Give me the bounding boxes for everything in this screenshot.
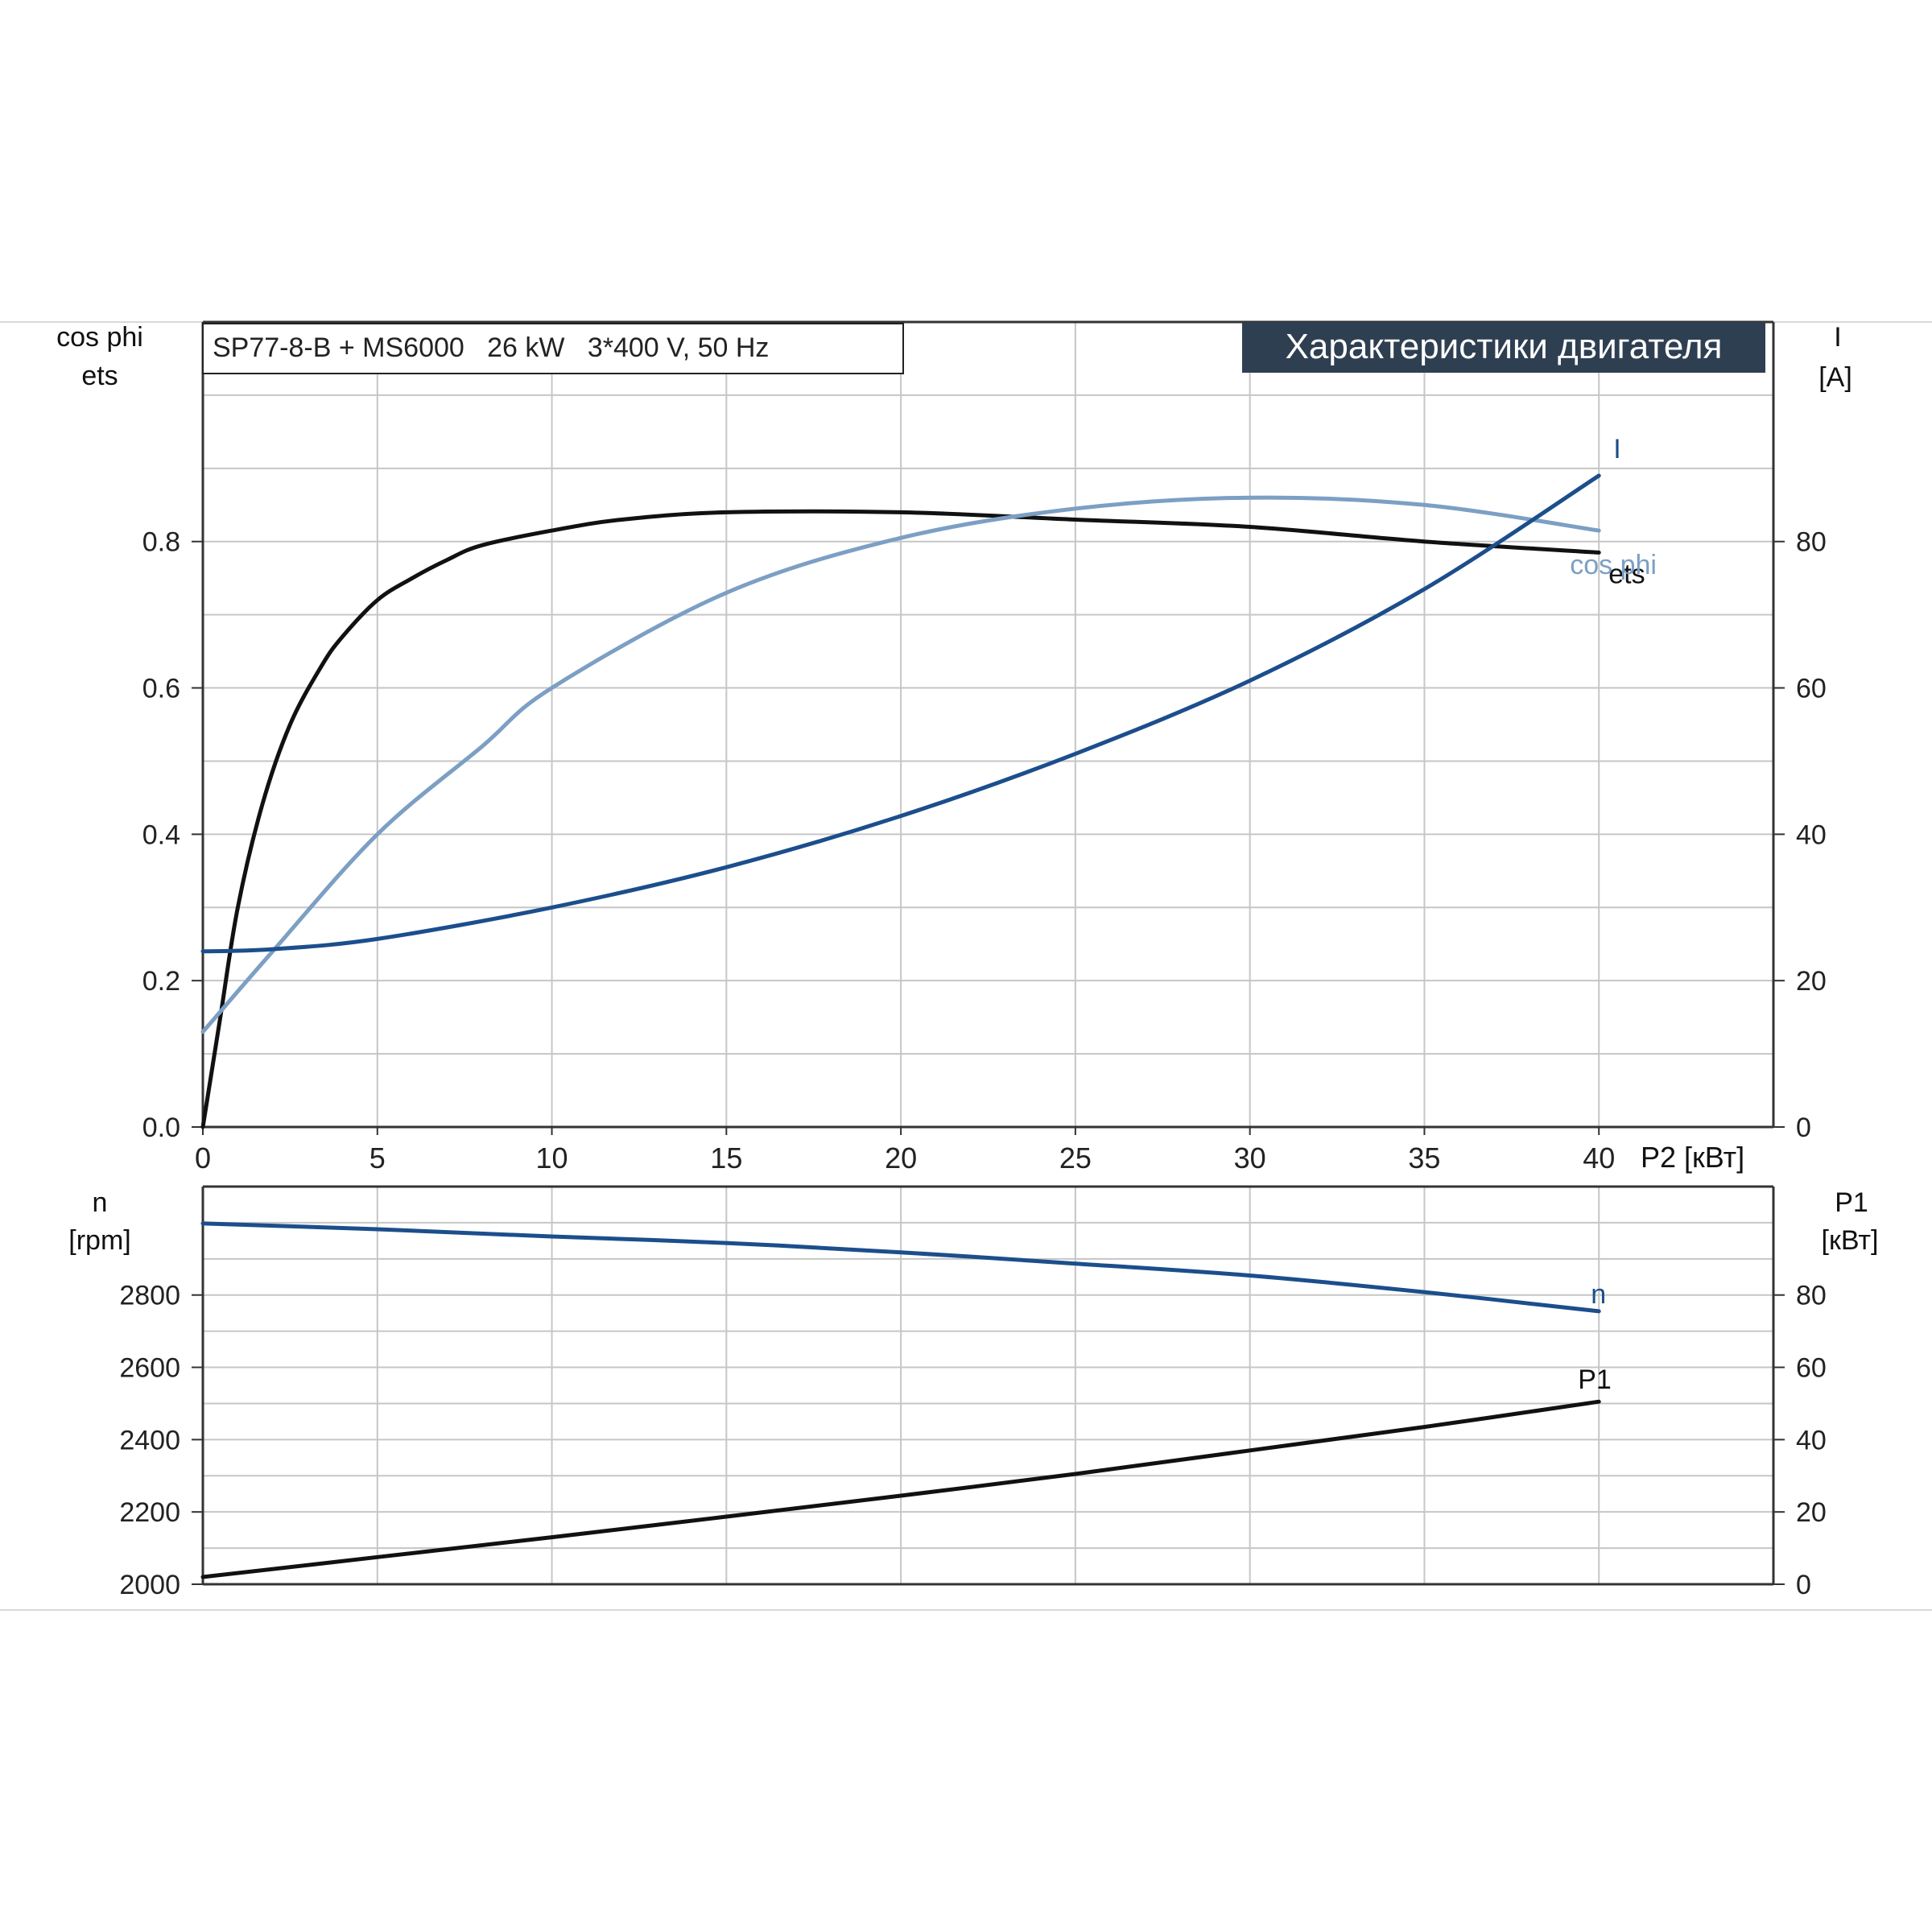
x-tick-label: 20 <box>885 1141 917 1174</box>
y-tick-label-right: 0 <box>1796 1113 1811 1143</box>
x-tick-label: 15 <box>710 1141 742 1174</box>
bottom-ticks: 2000 2200 2400 2600 2800 0 20 40 60 80 <box>119 1281 1826 1600</box>
series-line-p1 <box>200 1399 1601 1579</box>
top-ticks: 0.0 0.2 0.4 0.6 0.8 0 20 40 60 80 0 5 10 15 20 25 30 35 40 <box>142 527 1827 1174</box>
left-axis-label-cosphi: cos phi <box>56 322 143 353</box>
title-box <box>1242 322 1765 373</box>
bottom-panel: 2000 2200 2400 2600 2800 0 20 40 60 80 n P1 n [rpm… <box>68 1185 1879 1600</box>
x-tick-label: 35 <box>1408 1141 1440 1174</box>
bottom-series: n P1 <box>200 1221 1612 1579</box>
x-tick-label: 10 <box>536 1141 568 1174</box>
chart-subtitle: SP77-8-B + MS6000 26 kW 3*400 V, 50 Hz <box>213 332 769 363</box>
top-axes <box>201 320 1775 1129</box>
series-label-i: I <box>1613 434 1620 464</box>
y-tick-label-right: 20 <box>1796 1497 1827 1528</box>
y-tick-label-left: 2600 <box>119 1353 180 1384</box>
series-line-i <box>200 473 1601 954</box>
y-tick-label-left: 0.4 <box>142 819 180 850</box>
x-tick-label: 25 <box>1059 1141 1092 1174</box>
bottom-grid <box>202 1186 1774 1585</box>
x-tick-label: 5 <box>369 1141 386 1174</box>
series-line-n <box>200 1221 1601 1314</box>
chart-title: Характеристики двигателя <box>1286 327 1723 366</box>
y-tick-label-left: 2000 <box>119 1570 180 1600</box>
right-axis-label-current: I <box>1834 322 1841 353</box>
y-tick-label-left: 0.8 <box>142 527 180 558</box>
bottom-right-axis-label-unit: [кВт] <box>1822 1225 1879 1256</box>
bottom-axes <box>201 1185 1775 1586</box>
y-tick-label-right: 60 <box>1796 674 1827 704</box>
y-tick-label-left: 2200 <box>119 1497 180 1528</box>
bottom-left-axis-label-unit: [rpm] <box>68 1225 130 1256</box>
series-label-ets: ets <box>1608 559 1645 589</box>
top-panel: 0.0 0.2 0.4 0.6 0.8 0 20 40 60 80 0 5 10 15 20 25 30 35 40… <box>56 320 1852 1174</box>
bottom-right-axis-label-p1: P1 <box>1835 1187 1868 1218</box>
x-axis-label: P2 [кВт] <box>1641 1141 1744 1174</box>
y-tick-label-right: 40 <box>1796 1425 1827 1455</box>
y-tick-label-right: 60 <box>1796 1353 1827 1384</box>
y-tick-label-right: 80 <box>1796 1281 1827 1311</box>
series-line-cos-phi <box>200 495 1601 1034</box>
right-axis-label-current-unit: [A] <box>1818 362 1852 393</box>
left-axis-label-ets: ets <box>81 361 118 391</box>
y-tick-label-left: 2400 <box>119 1425 180 1455</box>
x-tick-label: 0 <box>195 1141 211 1174</box>
y-tick-label-left: 2800 <box>119 1281 180 1311</box>
y-tick-label-left: 0.2 <box>142 966 180 997</box>
series-line-ets <box>200 509 1601 1129</box>
subtitle-box <box>202 323 904 374</box>
series-label-p1: P1 <box>1578 1364 1612 1395</box>
y-tick-label-right: 20 <box>1796 966 1827 997</box>
series-label-n: n <box>1591 1279 1606 1310</box>
y-tick-label-right: 40 <box>1796 819 1827 850</box>
y-tick-label-right: 80 <box>1796 527 1827 558</box>
x-tick-label: 40 <box>1583 1141 1615 1174</box>
y-tick-label-left: 0.6 <box>142 674 180 704</box>
x-tick-label: 30 <box>1234 1141 1266 1174</box>
series-label-cos-phi: cos phi <box>1570 550 1657 580</box>
y-tick-label-left: 0.0 <box>142 1113 180 1143</box>
bottom-left-axis-label-n: n <box>93 1187 108 1218</box>
y-tick-label-right: 0 <box>1796 1570 1811 1600</box>
